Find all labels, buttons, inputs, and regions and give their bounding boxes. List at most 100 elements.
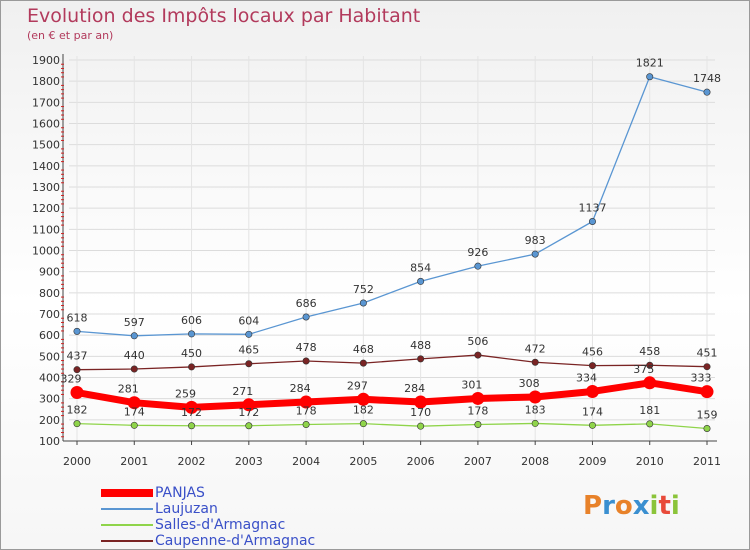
data-point: [588, 218, 596, 226]
x-tick-label: 2010: [636, 455, 664, 468]
x-tick-label: 2005: [349, 455, 377, 468]
data-point: [417, 422, 425, 430]
data-point: [643, 376, 657, 390]
y-tick-label: 300: [39, 393, 60, 406]
data-point: [302, 313, 310, 321]
data-point: [130, 421, 138, 429]
data-point: [73, 420, 81, 428]
data-label: 284: [290, 382, 311, 395]
y-tick-label: 1100: [32, 223, 60, 236]
data-point: [588, 421, 596, 429]
data-label: 181: [639, 404, 660, 417]
data-point: [417, 277, 425, 285]
data-point: [73, 327, 81, 335]
data-label: 182: [353, 404, 374, 417]
data-label: 297: [347, 379, 368, 392]
data-label: 284: [404, 382, 425, 395]
y-tick-label: 1500: [32, 139, 60, 152]
legend-swatch: [101, 489, 153, 497]
data-label: 450: [181, 347, 202, 360]
data-label: 686: [296, 297, 317, 310]
data-label: 597: [124, 316, 145, 329]
legend-label: Laujuzan: [155, 501, 218, 517]
data-point: [585, 384, 599, 398]
logo-letter: r: [602, 491, 615, 521]
data-point: [302, 420, 310, 428]
series-line-panjas: [73, 379, 711, 411]
x-tick-label: 2001: [120, 455, 148, 468]
data-label: 1137: [578, 202, 606, 215]
series-line-caupenne-d-armagnac: [76, 354, 708, 371]
data-point: [531, 419, 539, 427]
data-label: 440: [124, 349, 145, 362]
chart-subtitle: (en € et par an): [27, 29, 114, 42]
data-point: [188, 363, 196, 371]
data-label: 1821: [636, 57, 664, 70]
legend-label: PANJAS: [155, 485, 205, 501]
data-label: 183: [525, 403, 546, 416]
data-label: 178: [296, 404, 317, 417]
data-point: [356, 392, 370, 406]
data-point: [474, 262, 482, 270]
data-label: 472: [525, 342, 546, 355]
legend-item: Laujuzan: [101, 501, 401, 517]
data-label: 465: [238, 344, 259, 357]
data-point: [703, 363, 711, 371]
legend-item: Salles-d'Armagnac: [101, 517, 401, 533]
data-label: 172: [238, 406, 259, 419]
data-point: [299, 395, 313, 409]
data-point: [245, 422, 253, 430]
data-point: [417, 355, 425, 363]
data-point: [359, 299, 367, 307]
y-tick-label: 900: [39, 266, 60, 279]
data-label: 375: [633, 363, 654, 376]
data-point: [703, 88, 711, 96]
data-point: [359, 420, 367, 428]
data-point: [188, 422, 196, 430]
data-point: [414, 395, 428, 409]
data-point: [70, 386, 84, 400]
x-tick-label: 2009: [578, 455, 606, 468]
legend-item: Caupenne-d'Armagnac: [101, 533, 401, 549]
data-point: [130, 332, 138, 340]
x-tick-label: 2004: [292, 455, 320, 468]
logo-letter: P: [583, 491, 603, 521]
data-point: [646, 420, 654, 428]
data-label: 170: [410, 406, 431, 419]
data-label: 174: [124, 405, 145, 418]
data-point: [73, 366, 81, 374]
y-tick-label: 600: [39, 329, 60, 342]
data-label: 178: [467, 404, 488, 417]
x-tick-label: 2003: [235, 455, 263, 468]
data-point: [359, 359, 367, 367]
data-label: 458: [639, 345, 660, 358]
logo-letter: x: [632, 491, 650, 521]
data-label: 271: [232, 385, 253, 398]
y-tick-label: 1900: [32, 54, 60, 67]
data-label: 606: [181, 314, 202, 327]
data-label: 182: [67, 404, 88, 417]
data-label: 854: [410, 261, 431, 274]
data-point: [188, 330, 196, 338]
data-point: [245, 330, 253, 338]
data-label: 451: [697, 347, 718, 360]
data-label: 618: [67, 311, 88, 324]
y-tick-label: 1400: [32, 160, 60, 173]
data-label: 604: [238, 314, 259, 327]
data-point: [531, 250, 539, 258]
data-label: 281: [118, 383, 139, 396]
data-point: [646, 73, 654, 81]
data-label: 456: [582, 346, 603, 359]
y-tick-label: 1600: [32, 118, 60, 131]
legend-swatch: [101, 540, 153, 542]
series-line-salles-d-armagnac: [76, 422, 708, 430]
y-tick-label: 800: [39, 287, 60, 300]
logo-letter: i: [670, 491, 680, 521]
logo-letter: t: [658, 491, 671, 521]
y-tick-label: 500: [39, 350, 60, 363]
data-label: 301: [461, 378, 482, 391]
y-tick-label: 1300: [32, 181, 60, 194]
data-point: [302, 357, 310, 365]
data-label: 752: [353, 283, 374, 296]
data-point: [474, 420, 482, 428]
